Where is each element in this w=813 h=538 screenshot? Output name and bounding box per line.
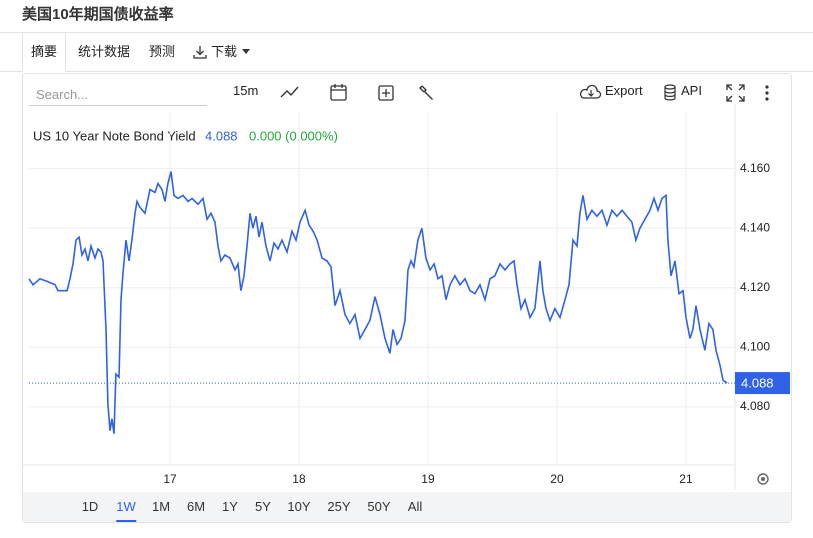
add-indicator-icon[interactable] (378, 85, 394, 101)
tab[interactable]: 预测 (149, 44, 176, 59)
search-input[interactable]: Search... (36, 87, 89, 102)
tab[interactable]: 下载 (211, 44, 238, 59)
tab[interactable]: 摘要 (22, 33, 67, 72)
tab-bar: 摘要 统计数据 预测 下载 (0, 32, 813, 72)
range-button[interactable]: 1D (81, 499, 99, 514)
more-icon[interactable] (765, 85, 769, 101)
range-button[interactable]: All (407, 499, 423, 514)
page-title: 美国10年期国债收益率 (22, 6, 174, 23)
export-button[interactable]: Export (605, 83, 643, 98)
chart-type-icon[interactable] (280, 86, 299, 98)
range-button[interactable]: 6M (186, 499, 206, 514)
legend-last-value: 4.088 (205, 128, 238, 143)
range-button[interactable]: 50Y (367, 499, 391, 514)
api-button[interactable]: API (681, 83, 702, 98)
search-underline (29, 105, 207, 106)
export-icon[interactable] (579, 84, 602, 99)
price-line (28, 171, 728, 434)
calendar-icon[interactable] (330, 84, 347, 101)
range-bar: 1D 1W 1M 6M 1Y 5Y 10Y 25Y 50Y All (23, 492, 791, 522)
legend-change: 0.000 (0.000%) (249, 128, 338, 143)
api-icon[interactable] (664, 84, 676, 101)
range-button[interactable]: 10Y (287, 499, 311, 514)
interval-button[interactable]: 15m (233, 83, 259, 98)
x-tick-label: 21 (679, 472, 693, 486)
last-value-label: 4.088 (741, 376, 774, 391)
y-tick-label: 4.160 (740, 161, 770, 175)
gear-icon[interactable] (757, 473, 769, 485)
chart-widget (22, 73, 792, 523)
y-tick-label: 4.120 (740, 280, 770, 294)
x-tick-label: 17 (163, 472, 177, 486)
range-button[interactable]: 1W (116, 492, 136, 522)
last-value-tag (735, 372, 790, 395)
range-button[interactable]: 1M (151, 499, 171, 514)
y-tick-label: 4.080 (740, 399, 770, 413)
range-button[interactable]: 1Y (222, 499, 238, 514)
settings-tool-icon[interactable] (419, 85, 433, 100)
fullscreen-icon[interactable] (726, 84, 745, 102)
x-tick-label: 20 (550, 472, 564, 486)
download-icon (193, 46, 207, 59)
toolbar-icons (280, 84, 769, 102)
x-tick-label: 19 (421, 472, 435, 486)
y-tick-label: 4.140 (740, 220, 770, 234)
x-tick-label: 18 (292, 472, 306, 486)
plot (23, 104, 736, 490)
legend-series-name: US 10 Year Note Bond Yield (33, 128, 196, 143)
tab[interactable]: 统计数据 (78, 44, 131, 59)
range-button[interactable]: 25Y (327, 499, 351, 514)
dropdown-caret (242, 49, 250, 54)
y-tick-label: 4.100 (740, 340, 770, 354)
range-button[interactable]: 5Y (255, 499, 271, 514)
